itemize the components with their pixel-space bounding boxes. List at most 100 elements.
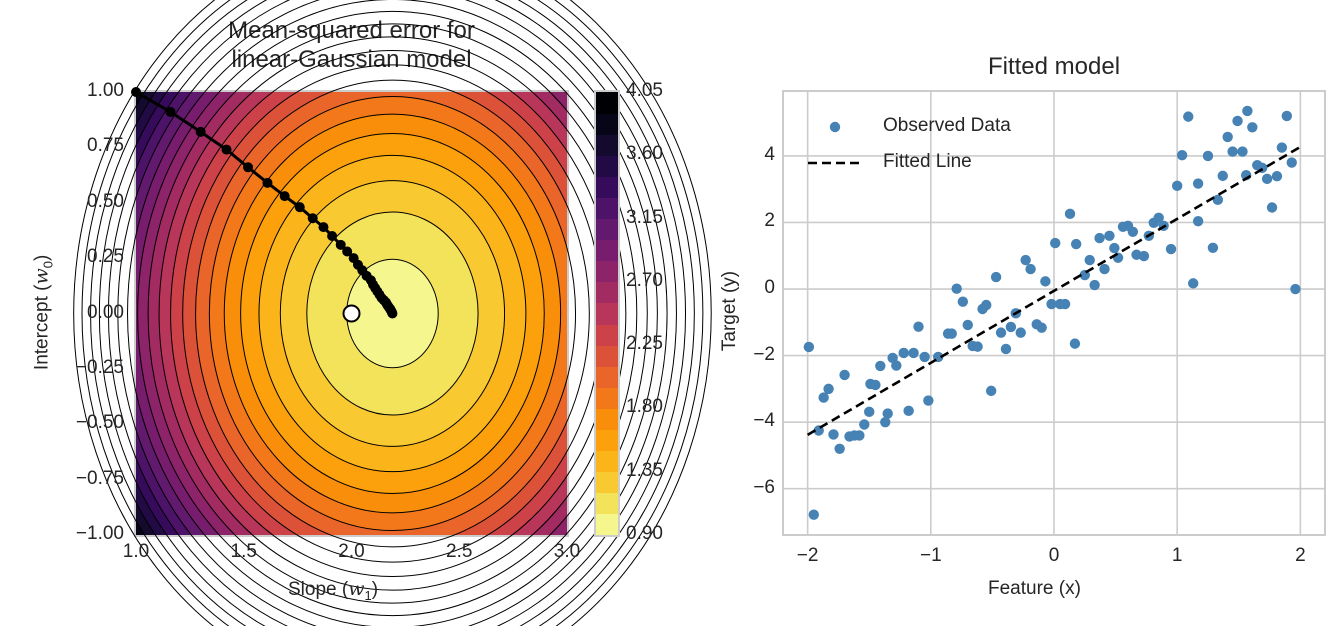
contour-line-1.35	[279, 180, 506, 447]
path-point	[387, 308, 398, 319]
observed-data-point	[923, 395, 934, 406]
path-point	[335, 239, 346, 250]
colorbar-level-1.95	[596, 366, 618, 388]
right-y-axis-label: Target (y)	[719, 270, 740, 352]
legend-marker-observed	[829, 121, 841, 133]
path-point	[243, 162, 254, 173]
observed-data-point	[1192, 215, 1204, 227]
path-point	[294, 202, 305, 213]
colorbar-level-1.35	[596, 450, 618, 473]
path-point	[195, 126, 206, 137]
contour-line-1.20	[306, 211, 479, 416]
observed-data-point	[1153, 212, 1164, 224]
observed-data-point	[1192, 178, 1204, 189]
colorbar-tick-label: 2.70	[626, 269, 663, 291]
observed-data-point	[1286, 157, 1297, 168]
left-y-tick-label: −0.50	[75, 412, 124, 434]
observed-data-point	[1281, 110, 1293, 122]
colorbar-level-3.60	[596, 134, 618, 156]
right-x-tick-label: 0	[1048, 545, 1060, 566]
contour-line-3.90	[73, 0, 712, 626]
observed-data-point	[1099, 263, 1110, 275]
colorbar-level-2.85	[596, 239, 618, 262]
colorbar	[594, 90, 620, 537]
legend-label-observed: Observed Data	[883, 115, 1011, 136]
observed-data-point	[903, 405, 914, 417]
colorbar-level-2.70	[596, 260, 618, 283]
contour-line-1.95	[208, 95, 577, 532]
left-x-label-text: Slope	[288, 579, 337, 600]
colorbar-tick-label: 1.80	[626, 396, 663, 418]
observed-data-point	[1089, 279, 1100, 291]
observed-data-point	[828, 429, 839, 440]
observed-data-point	[1212, 194, 1224, 206]
observed-data-point	[1015, 327, 1026, 338]
contour-line-3.60	[90, 0, 695, 626]
observed-data-point	[882, 408, 893, 419]
path-point	[327, 230, 338, 241]
contour-line-1.65	[240, 133, 545, 494]
left-y-tick-label: 0.50	[87, 190, 124, 212]
observed-data-point	[1176, 150, 1188, 161]
colorbar-level-3.15	[596, 197, 618, 220]
colorbar-tick-label: 3.15	[626, 206, 663, 228]
observed-data-point	[1109, 242, 1120, 254]
colorbar-level-1.05	[596, 492, 618, 515]
observed-data-point	[1036, 322, 1047, 333]
fitted-line	[806, 145, 1302, 436]
colorbar-level-3.90	[596, 92, 618, 114]
observed-data-point	[891, 360, 902, 371]
observed-data-point	[946, 328, 957, 339]
contour-line-1.50	[258, 154, 527, 473]
observed-data-point	[808, 509, 819, 520]
colorbar-tick-label: 4.05	[626, 80, 663, 101]
observed-data-point	[1237, 146, 1248, 157]
contour-line-1.80	[223, 113, 562, 514]
observed-data-point	[1183, 111, 1194, 122]
left-y-tick-label: 0.25	[87, 246, 124, 268]
left-x-tick-label: 1.0	[122, 541, 150, 562]
observed-data-point	[1104, 230, 1115, 241]
observed-data-point	[880, 416, 891, 428]
contour-line-2.55	[158, 36, 627, 591]
right-y-tick-label: −6	[753, 476, 775, 498]
left-x-label-symbol: w	[348, 578, 365, 600]
observed-data-point	[1276, 142, 1288, 153]
right-chart-title: Fitted model	[987, 53, 1121, 80]
fitted-model-plot: Observed Data Fitted Line	[782, 90, 1326, 536]
contour-line-2.85	[137, 10, 648, 617]
observed-data-point	[1171, 180, 1183, 192]
observed-data-point	[1222, 131, 1233, 143]
true-parameter-marker	[342, 304, 361, 323]
right-y-tick-label: −4	[753, 410, 775, 432]
contour-line-3.45	[98, 0, 686, 626]
contour-line-2.70	[147, 23, 638, 604]
observed-data-point	[803, 341, 815, 353]
observed-data-point	[1059, 298, 1071, 310]
path-point	[262, 177, 273, 188]
left-x-tick-label: 1.5	[230, 541, 257, 562]
path-point	[318, 222, 329, 233]
right-y-tick-label: 4	[764, 143, 775, 165]
path-point	[131, 87, 141, 97]
observed-data-point	[818, 392, 829, 403]
observed-data-point	[1000, 343, 1012, 355]
observed-data-point	[1271, 171, 1283, 182]
left-y-label-symbol: w	[30, 268, 53, 285]
path-point	[342, 246, 353, 257]
observed-data-point	[985, 385, 997, 397]
colorbar-level-2.25	[596, 324, 618, 346]
right-x-tick-label: 1	[1171, 545, 1183, 566]
observed-data-point	[981, 299, 992, 311]
right-y-tick-label: −2	[753, 343, 775, 365]
right-y-tick-label: 2	[764, 210, 775, 232]
observed-data-point	[1046, 298, 1057, 310]
right-x-tick-label: 2	[1295, 545, 1306, 566]
observed-data-point	[823, 383, 834, 395]
left-y-tick-label: 0.75	[87, 135, 124, 157]
observed-data-point	[995, 327, 1007, 338]
left-x-tick-label: 2.5	[446, 541, 473, 562]
path-point	[221, 144, 232, 155]
contour-line-3.15	[117, 0, 668, 626]
observed-data-point	[1202, 150, 1214, 162]
